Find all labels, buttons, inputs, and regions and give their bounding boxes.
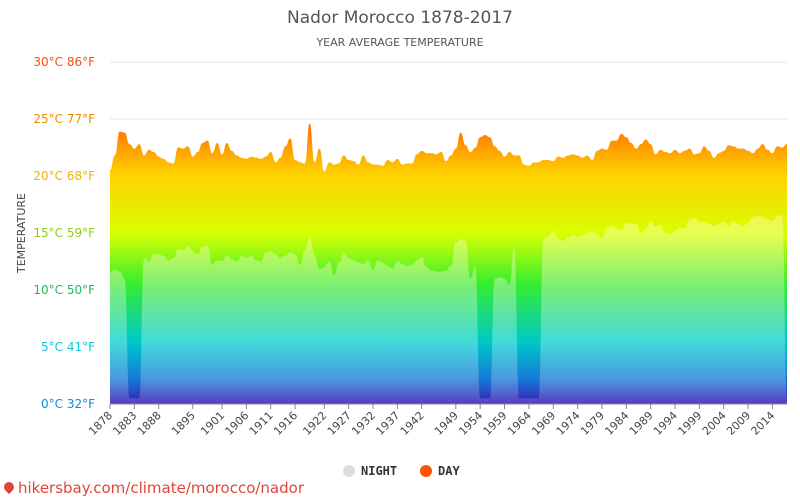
x-tick-label: 1916 bbox=[271, 409, 300, 438]
x-tick-label: 2004 bbox=[700, 409, 729, 438]
x-tick-label: 1906 bbox=[223, 409, 252, 438]
chart-subtitle: YEAR AVERAGE TEMPERATURE bbox=[315, 36, 483, 49]
x-tick-label: 1901 bbox=[198, 409, 227, 438]
y-tick-label: 30°C 86°F bbox=[33, 55, 95, 69]
x-tick-label: 1927 bbox=[325, 409, 354, 438]
x-tick-label: 1878 bbox=[86, 409, 115, 438]
x-tick-label: 1937 bbox=[373, 409, 402, 438]
legend-night-marker bbox=[343, 465, 355, 477]
x-tick-label: 1932 bbox=[349, 409, 378, 438]
y-tick-label: 25°C 77°F bbox=[33, 112, 95, 126]
x-tick-label: 1949 bbox=[432, 409, 461, 438]
legend-day-marker bbox=[420, 465, 432, 477]
y-tick-label: 20°C 68°F bbox=[33, 169, 95, 183]
x-tick-label: 1954 bbox=[456, 409, 485, 438]
x-tick-label: 1974 bbox=[554, 409, 583, 438]
x-tick-label: 1979 bbox=[578, 409, 607, 438]
chart-title: Nador Morocco 1878-2017 bbox=[287, 8, 513, 28]
y-axis-label: TEMPERATURE bbox=[15, 193, 28, 274]
source-link[interactable]: hikersbay.com/climate/morocco/nador bbox=[18, 479, 304, 497]
x-tick-label: 1959 bbox=[481, 409, 510, 438]
legend-item-day[interactable]: DAY bbox=[420, 464, 460, 478]
x-tick-label: 1989 bbox=[627, 409, 656, 438]
night-series-area bbox=[110, 214, 787, 404]
x-tick-label: 1883 bbox=[110, 409, 139, 438]
x-tick-label: 1942 bbox=[398, 409, 427, 438]
map-pin-icon bbox=[1, 479, 17, 495]
legend-night-label: NIGHT bbox=[361, 464, 397, 478]
legend: NIGHT DAY bbox=[343, 464, 460, 478]
x-tick-label: 1999 bbox=[675, 409, 704, 438]
x-tick-label: 1888 bbox=[135, 409, 164, 438]
y-tick-label: 0°C 32°F bbox=[41, 397, 95, 411]
x-tick-label: 1994 bbox=[651, 409, 680, 438]
legend-item-night[interactable]: NIGHT bbox=[343, 464, 397, 478]
x-tick-label: 2009 bbox=[724, 409, 753, 438]
y-tick-label: 15°C 59°F bbox=[33, 226, 95, 240]
x-tick-label: 1969 bbox=[529, 409, 558, 438]
y-tick-label: 10°C 50°F bbox=[33, 283, 95, 297]
source-watermark[interactable]: hikersbay.com/climate/morocco/nador bbox=[1, 479, 304, 497]
legend-day-label: DAY bbox=[438, 464, 460, 478]
x-tick-label: 1895 bbox=[169, 409, 198, 438]
x-tick-label: 2014 bbox=[749, 409, 778, 438]
y-axis-ticks: 0°C 32°F 5°C 41°F 10°C 50°F 15°C 59°F 20°C 6… bbox=[33, 55, 95, 411]
x-tick-label: 1922 bbox=[300, 409, 329, 438]
y-tick-label: 5°C 41°F bbox=[41, 340, 95, 354]
x-tick-label: 1964 bbox=[505, 409, 534, 438]
x-tick-label: 1911 bbox=[247, 409, 276, 438]
x-tick-label: 1984 bbox=[602, 409, 631, 438]
